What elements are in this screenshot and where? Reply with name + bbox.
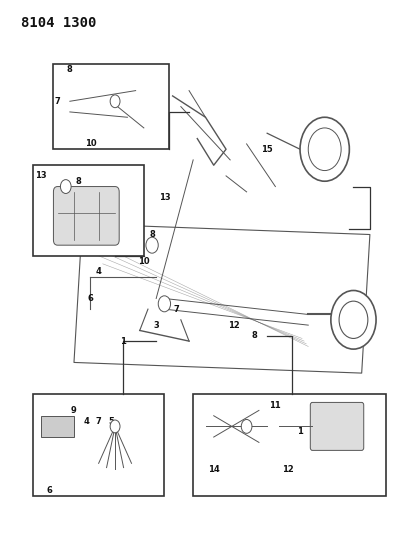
Circle shape — [241, 419, 252, 433]
FancyBboxPatch shape — [53, 187, 119, 245]
Circle shape — [308, 128, 341, 171]
Text: 5: 5 — [108, 417, 114, 425]
Text: 14: 14 — [208, 465, 219, 473]
Circle shape — [331, 290, 376, 349]
Text: 13: 13 — [35, 172, 47, 180]
Text: 8104 1300: 8104 1300 — [21, 16, 96, 30]
Bar — [193, 394, 386, 496]
Text: 7: 7 — [96, 417, 102, 425]
Circle shape — [110, 420, 120, 433]
Bar — [53, 64, 169, 149]
Text: 8: 8 — [252, 332, 258, 340]
Text: 2: 2 — [330, 427, 336, 436]
Circle shape — [60, 180, 71, 193]
Circle shape — [110, 95, 120, 108]
Text: 9: 9 — [71, 406, 77, 415]
Text: 4: 4 — [96, 268, 102, 276]
Text: 11: 11 — [270, 401, 281, 409]
Text: 12: 12 — [282, 465, 293, 473]
Text: 6: 6 — [88, 294, 93, 303]
Text: 6: 6 — [46, 422, 52, 431]
Text: 4: 4 — [83, 417, 89, 425]
Bar — [33, 165, 144, 256]
Text: 12: 12 — [229, 321, 240, 329]
Text: 7: 7 — [55, 97, 60, 106]
Text: 15: 15 — [261, 145, 273, 154]
Text: 10: 10 — [85, 140, 96, 148]
Text: 6: 6 — [46, 486, 52, 495]
Circle shape — [339, 301, 368, 338]
Circle shape — [300, 117, 349, 181]
Circle shape — [146, 237, 158, 253]
Text: 16: 16 — [97, 214, 109, 223]
Text: 13: 13 — [159, 193, 170, 201]
Text: 1: 1 — [120, 337, 126, 345]
Text: 10: 10 — [138, 257, 150, 265]
Circle shape — [158, 296, 171, 312]
Text: 8: 8 — [149, 230, 155, 239]
Text: 1: 1 — [297, 427, 303, 436]
Text: 8: 8 — [75, 177, 81, 185]
Text: 7: 7 — [174, 305, 180, 313]
Text: 8: 8 — [67, 65, 73, 74]
Text: 3: 3 — [153, 321, 159, 329]
Bar — [33, 394, 164, 496]
Bar — [41, 416, 74, 437]
FancyBboxPatch shape — [310, 402, 364, 450]
